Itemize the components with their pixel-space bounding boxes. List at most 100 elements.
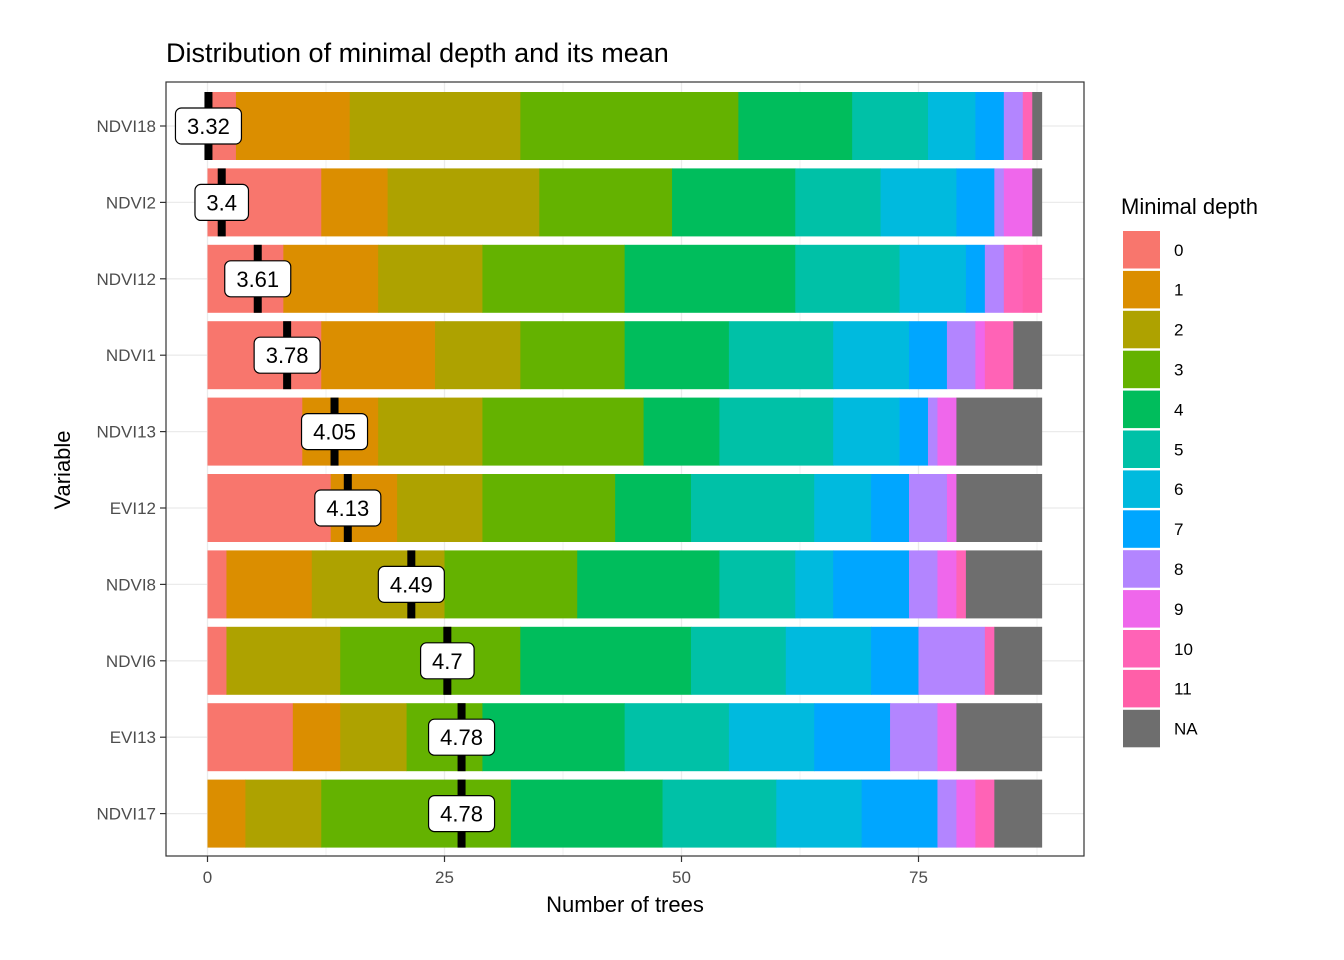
- bar-segment: [956, 397, 1043, 466]
- legend-label: 5: [1174, 440, 1183, 459]
- legend-key: [1123, 430, 1160, 468]
- bar-segment: [1003, 244, 1024, 313]
- bar-segment: [833, 397, 900, 466]
- bar-segment: [207, 550, 227, 619]
- bar-segment: [833, 321, 910, 390]
- legend-label: 1: [1174, 281, 1183, 300]
- bar-segment: [444, 550, 578, 619]
- bar-segment: [577, 550, 720, 619]
- bar-segment: [880, 168, 957, 237]
- mean-label-box: [419, 642, 475, 680]
- bar-segment: [776, 779, 863, 848]
- bar-segment: [245, 779, 322, 848]
- bar-segment: [235, 92, 351, 160]
- bar-segment: [207, 703, 294, 772]
- bar-segment: [1032, 92, 1043, 160]
- bar-segment: [520, 626, 692, 695]
- bar-segment: [719, 397, 834, 466]
- x-axis: 0 25 50 75: [203, 856, 928, 887]
- bar-segment: [482, 244, 626, 313]
- mean-label-box: [174, 107, 243, 145]
- legend-key: [1123, 590, 1160, 628]
- bar-segment: [321, 168, 389, 237]
- bar-segment: [510, 779, 663, 848]
- mean-label-box: [427, 718, 496, 756]
- bar-segment: [615, 474, 692, 542]
- bar-segment: [956, 474, 1043, 542]
- bar-segment: [378, 397, 483, 466]
- legend-key: [1123, 350, 1160, 389]
- bar-segment: [814, 703, 891, 772]
- bar-segment: [975, 779, 995, 848]
- bar-segment: [624, 703, 730, 772]
- y-tick-label: NDVI12: [96, 270, 156, 289]
- legend-label: 2: [1174, 321, 1183, 340]
- mean-label: 4.49: [390, 572, 433, 597]
- x-axis-title: Number of trees: [546, 892, 704, 917]
- bar-segment: [946, 474, 957, 542]
- bar-segment: [340, 703, 407, 772]
- bar-segment: [292, 703, 341, 772]
- bar-segment: [984, 321, 1014, 390]
- bar-segment: [795, 168, 881, 237]
- bar-segment: [1003, 92, 1024, 160]
- bar-segment: [956, 168, 995, 237]
- bar-segment: [690, 474, 815, 542]
- y-tick-label: NDVI6: [106, 652, 156, 671]
- y-tick-label: NDVI17: [96, 805, 156, 824]
- bar-segment: [482, 474, 616, 542]
- legend-key: [1123, 669, 1160, 708]
- bar-segment: [937, 550, 957, 619]
- legend-label: 8: [1174, 560, 1183, 579]
- legend-key: [1123, 270, 1160, 309]
- bar-segment: [226, 626, 341, 695]
- bar-segment: [378, 244, 483, 313]
- bar-segment: [871, 626, 919, 695]
- bar-segment: [207, 474, 332, 542]
- legend-key: [1123, 709, 1160, 748]
- legend-label: 10: [1174, 640, 1193, 659]
- bar-segment: [994, 626, 1043, 695]
- bar-segment: [283, 244, 379, 313]
- bar-segment: [728, 321, 834, 390]
- bar-segment: [937, 779, 957, 848]
- legend-label: 6: [1174, 480, 1183, 499]
- mean-label-box: [194, 183, 250, 221]
- bar-segment: [349, 92, 521, 160]
- bar-segment: [871, 474, 910, 542]
- mean-label: 3.4: [206, 190, 237, 215]
- bar-segment: [795, 244, 900, 313]
- bar-segment: [539, 168, 673, 237]
- y-axis-title: Variable: [50, 430, 75, 509]
- legend-key: [1123, 510, 1160, 548]
- bar-segment: [918, 626, 986, 695]
- bar-segment: [927, 92, 976, 160]
- legend-label: 3: [1174, 360, 1183, 379]
- legend-key: [1123, 231, 1160, 269]
- bar-segment: [482, 397, 644, 466]
- y-tick-label: NDVI1: [106, 346, 156, 365]
- bar-segment: [520, 92, 739, 160]
- bar-segment: [321, 321, 436, 390]
- mean-markers: 3.32 3.4 3.61 3.78 4.05 4.13 4.49 4.7 4.78 4.78: [174, 92, 496, 848]
- bar-segment: [927, 397, 938, 466]
- bar-segment: [956, 703, 1043, 772]
- bar-segment: [937, 397, 957, 466]
- y-tick-label: NDVI8: [106, 575, 156, 594]
- bar-segment: [624, 321, 730, 390]
- mean-label-box: [224, 260, 292, 298]
- y-tick-label: EVI12: [110, 499, 156, 518]
- bar-segment: [937, 703, 957, 772]
- legend: 0 1 2 3 4 5 6 7 8 9 10 11 NA: [1123, 231, 1198, 748]
- bar-segment: [956, 779, 976, 848]
- bar-segment: [852, 92, 929, 160]
- mean-label: 4.78: [440, 725, 483, 750]
- y-axis: NDVI18 NDVI2 NDVI12 NDVI1 NDVI13 EVI12 NDVI8 ND…: [96, 117, 166, 824]
- bar-segment: [994, 779, 1043, 848]
- bar-segment: [785, 626, 872, 695]
- mean-label: 4.7: [432, 649, 463, 674]
- bar-segment: [965, 550, 1043, 619]
- legend-label: NA: [1174, 720, 1198, 739]
- x-tick-label: 0: [203, 868, 212, 887]
- y-tick-label: NDVI18: [96, 117, 156, 136]
